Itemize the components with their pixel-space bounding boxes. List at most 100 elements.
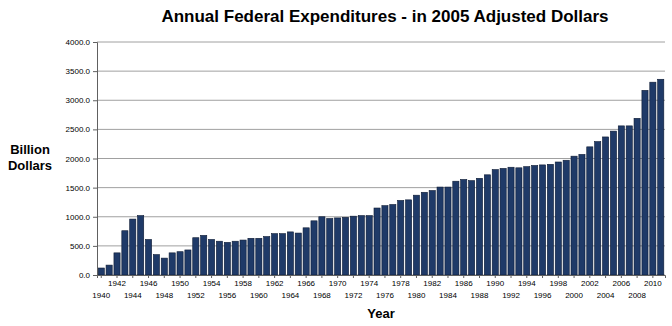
x-tick-mark — [148, 275, 149, 278]
x-tick: 2002 — [581, 275, 599, 288]
y-axis: 0.0500.01000.01500.02000.02500.03000.035… — [66, 38, 98, 280]
y-tick-mark — [93, 217, 97, 218]
bar — [169, 253, 175, 275]
y-tick-mark — [93, 275, 97, 276]
x-tick-label: 1988 — [471, 291, 489, 300]
y-tick-mark — [93, 188, 97, 189]
bar — [201, 235, 207, 275]
bar — [437, 187, 443, 275]
x-tick-label: 1974 — [360, 279, 378, 288]
grid-line — [97, 129, 665, 130]
y-tick-label: 2500.0 — [66, 125, 91, 134]
x-tick-label: 1964 — [281, 291, 299, 300]
bar — [114, 253, 120, 275]
chart: 0.0500.01000.01500.02000.02500.03000.035… — [0, 0, 672, 326]
bar — [492, 170, 498, 275]
bar — [209, 239, 215, 275]
bar — [382, 206, 388, 275]
y-tick-label: 500.0 — [70, 242, 91, 251]
bar — [532, 165, 538, 275]
bar — [342, 217, 348, 275]
x-tick-label: 1972 — [345, 291, 363, 300]
x-tick: 1966 — [297, 275, 315, 288]
bar — [508, 167, 514, 275]
bar — [193, 238, 199, 275]
x-tick-mark — [526, 275, 527, 278]
x-tick-label: 1970 — [329, 279, 347, 288]
x-tick-mark — [243, 275, 244, 278]
x-tick-label: 1948 — [155, 291, 173, 300]
bar — [406, 200, 412, 275]
bar — [563, 160, 569, 275]
x-tick-label: 1984 — [439, 291, 457, 300]
bar — [469, 181, 475, 275]
y-tick: 1000.0 — [66, 213, 97, 222]
x-tick: 2010 — [644, 275, 662, 288]
x-tick-mark — [447, 275, 448, 278]
x-tick-label: 1956 — [218, 291, 236, 300]
y-tick-label: 1000.0 — [66, 213, 91, 222]
bar — [358, 216, 364, 275]
bar — [216, 241, 222, 275]
x-tick-label: 1982 — [423, 279, 441, 288]
x-tick-mark — [652, 275, 653, 278]
x-tick-label: 1980 — [408, 291, 426, 300]
y-tick: 1500.0 — [66, 184, 97, 193]
bar — [500, 168, 506, 275]
x-tick: 1982 — [423, 275, 441, 288]
x-tick-mark — [337, 275, 338, 278]
title: Annual Federal Expenditures - in 2005 Ad… — [161, 7, 608, 26]
x-tick-mark — [542, 275, 543, 278]
x-tick-label: 1994 — [518, 279, 536, 288]
bar — [264, 237, 270, 275]
x-tick-mark — [132, 275, 133, 278]
bar — [429, 191, 435, 275]
x-tick-label: 1998 — [549, 279, 567, 288]
x-tick: 1958 — [234, 275, 252, 288]
x-tick-label: 1986 — [455, 279, 473, 288]
y-tick: 500.0 — [70, 242, 97, 251]
x-tick: 1970 — [329, 275, 347, 288]
y-tick-label: 0.0 — [79, 271, 91, 280]
bar — [279, 234, 285, 275]
y-axis-title: BillionDollars — [8, 142, 52, 173]
x-tick-label: 1952 — [187, 291, 205, 300]
y-tick-mark — [93, 42, 97, 43]
bar — [603, 137, 609, 275]
x-tick-mark — [164, 275, 165, 278]
x-tick-mark — [274, 275, 275, 278]
x-tick-label: 1996 — [534, 291, 552, 300]
bar — [642, 90, 648, 275]
x-tick-label: 2008 — [628, 291, 646, 300]
bar — [650, 82, 656, 275]
x-tick-label: 1950 — [171, 279, 189, 288]
bar — [587, 147, 593, 275]
x-axis: 1940194219441946194819501952195419561958… — [92, 275, 665, 300]
bar — [303, 228, 309, 275]
x-tick-mark — [384, 275, 385, 278]
bar — [161, 258, 167, 275]
grid-line — [97, 42, 665, 43]
x-tick-mark — [621, 275, 622, 278]
x-tick-mark — [479, 275, 480, 278]
x-tick: 1994 — [518, 275, 536, 288]
x-tick-mark — [101, 275, 102, 278]
bar — [122, 231, 128, 275]
x-axis-title: Year — [367, 306, 394, 321]
x-tick-mark — [605, 275, 606, 278]
x-tick-label: 1976 — [376, 291, 394, 300]
y-tick: 2500.0 — [66, 125, 97, 134]
x-tick-mark — [495, 275, 496, 278]
y-tick-label: 3000.0 — [66, 96, 91, 105]
x-tick: 1974 — [360, 275, 378, 288]
x-tick-label: 1940 — [92, 291, 110, 300]
plot: 0.0500.01000.01500.02000.02500.03000.035… — [66, 38, 666, 300]
x-tick-label: 1962 — [266, 279, 284, 288]
bar — [145, 239, 151, 275]
x-tick-label: 1960 — [250, 291, 268, 300]
x-tick-label: 1958 — [234, 279, 252, 288]
y-tick: 3000.0 — [66, 96, 97, 105]
x-tick-label: 1944 — [124, 291, 142, 300]
bars — [98, 79, 664, 275]
y-tick-mark — [93, 159, 97, 160]
